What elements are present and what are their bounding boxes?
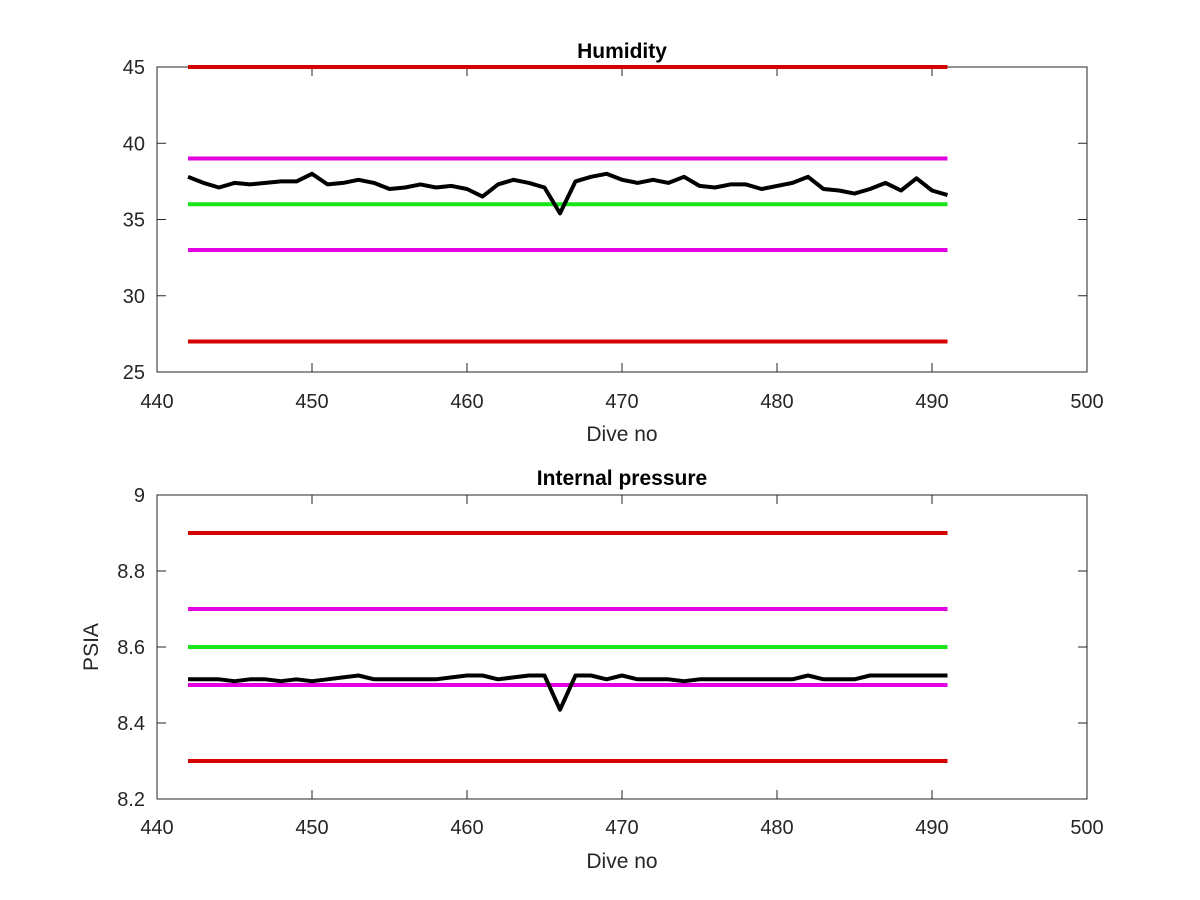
subplot-internal-pressure: 440 450 460 470 480 490 500 8.2 8.4 8.6 8.8 9 Intern… bbox=[80, 467, 1104, 873]
x-tick-label: 480 bbox=[760, 391, 793, 413]
x-tick-label: 460 bbox=[450, 817, 483, 839]
y-tick-label: 40 bbox=[123, 133, 145, 155]
x-tick-label: 450 bbox=[295, 391, 328, 413]
x-axis-label: Dive no bbox=[586, 423, 657, 446]
y-tick-label: 8.4 bbox=[117, 713, 145, 735]
y-tick-label: 8.6 bbox=[117, 637, 145, 659]
y-tick-label: 35 bbox=[123, 210, 145, 232]
x-tick-label: 440 bbox=[140, 391, 173, 413]
x-tick-label: 450 bbox=[295, 817, 328, 839]
x-tick-label: 470 bbox=[605, 391, 638, 413]
x-tick-label: 490 bbox=[915, 391, 948, 413]
plot-title: Humidity bbox=[577, 40, 667, 63]
y-axis-label: PSIA bbox=[80, 623, 103, 671]
y-tick-label: 9 bbox=[134, 485, 145, 507]
x-tick-label: 480 bbox=[760, 817, 793, 839]
axes-box bbox=[156, 66, 1088, 373]
subplot-humidity: 440 450 460 470 480 490 500 25 30 35 40 45 Humidity D… bbox=[123, 40, 1104, 446]
data-series-line bbox=[187, 171, 949, 216]
data-series-line bbox=[188, 673, 948, 712]
x-axis-label: Dive no bbox=[586, 850, 657, 873]
y-tick-label: 30 bbox=[123, 286, 145, 308]
x-tick-label: 440 bbox=[140, 817, 173, 839]
x-tick-label: 490 bbox=[915, 817, 948, 839]
plot-title: Internal pressure bbox=[537, 467, 707, 490]
x-tick-label: 460 bbox=[450, 391, 483, 413]
x-tick-label: 500 bbox=[1070, 391, 1103, 413]
y-tick-label: 8.2 bbox=[117, 789, 145, 811]
y-tick-label: 45 bbox=[123, 57, 145, 79]
x-tick-label: 500 bbox=[1070, 817, 1103, 839]
x-tick-label: 470 bbox=[605, 817, 638, 839]
y-tick-label: 25 bbox=[123, 362, 145, 384]
y-tick-label: 8.8 bbox=[117, 561, 145, 583]
